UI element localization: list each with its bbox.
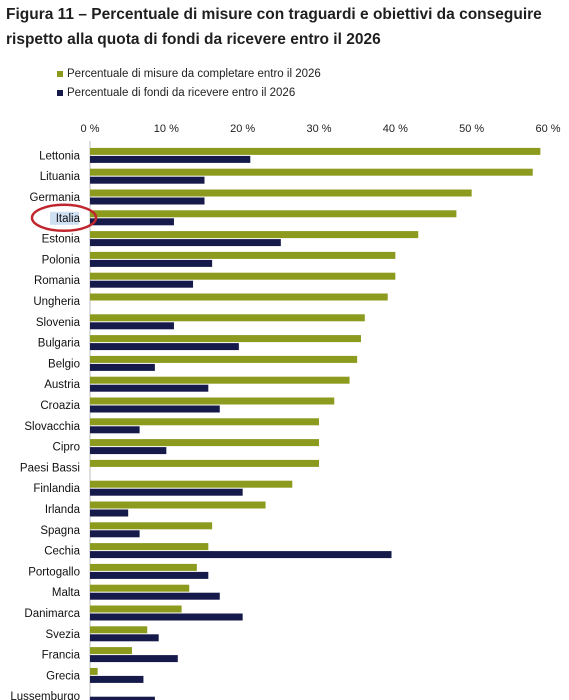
category-label: Irlanda <box>45 504 81 516</box>
bar-misure <box>90 563 197 571</box>
bar-misure <box>90 376 350 384</box>
legend-item-fondi: Percentuale di fondi da ricevere entro i… <box>57 86 295 100</box>
x-tick-label: 0 % <box>81 123 100 135</box>
bar-misure <box>90 647 132 655</box>
x-tick-label: 30 % <box>306 123 331 135</box>
category-label: Lettonia <box>39 150 81 162</box>
bar-misure <box>90 293 388 301</box>
category-label: Slovacchia <box>24 421 80 433</box>
category-label: Austria <box>44 379 80 391</box>
bar-misure <box>90 210 457 218</box>
category-label: Ungheria <box>33 296 80 308</box>
selection-highlight <box>50 211 79 225</box>
category-label: Croazia <box>40 400 80 412</box>
category-label: Paesi Bassi <box>20 462 80 474</box>
bar-misure <box>90 168 533 176</box>
bar-fondi <box>90 343 239 351</box>
bar-fondi <box>90 239 281 247</box>
legend-swatch-misure <box>57 71 63 77</box>
bar-misure <box>90 605 182 613</box>
bar-misure <box>90 543 209 551</box>
highlight-ellipse <box>30 203 98 233</box>
bar-fondi <box>90 155 251 163</box>
x-tick-label: 50 % <box>459 123 484 135</box>
bar-fondi <box>90 322 174 330</box>
bar-misure <box>90 231 419 239</box>
bar-misure <box>90 272 396 280</box>
bar-fondi <box>90 655 178 663</box>
bar-fondi <box>90 551 392 559</box>
bar-fondi <box>90 675 144 683</box>
x-tick-label: 40 % <box>383 123 408 135</box>
bar-fondi <box>90 197 205 205</box>
bar-fondi <box>90 363 155 371</box>
bar-fondi <box>90 259 213 267</box>
bar-misure <box>90 314 365 322</box>
bar-fondi <box>90 592 220 600</box>
category-label: Estonia <box>42 234 81 246</box>
bar-misure <box>90 626 148 634</box>
bar-misure <box>90 147 541 155</box>
category-label: Belgio <box>48 358 80 370</box>
bar-fondi <box>90 488 243 496</box>
bar-fondi <box>90 384 209 392</box>
bar-misure <box>90 667 98 675</box>
legend-item-misure: Percentuale di misure da completare entr… <box>57 67 321 81</box>
bar-fondi <box>90 571 209 579</box>
category-label: Malta <box>52 587 81 599</box>
chart-title: Figura 11 – Percentuale di misure con tr… <box>6 6 542 48</box>
category-label: Danimarca <box>24 608 80 620</box>
category-label: Germania <box>30 192 81 204</box>
category-label: Spagna <box>40 525 80 537</box>
bar-misure <box>90 189 472 197</box>
category-label: Polonia <box>42 254 81 266</box>
category-label: Cechia <box>44 546 80 558</box>
category-label: Romania <box>34 275 81 287</box>
bar-fondi <box>90 530 140 538</box>
x-tick-label: 20 % <box>230 123 255 135</box>
bar-fondi <box>90 634 159 642</box>
category-label: Italia <box>56 213 81 225</box>
bar-misure <box>90 251 396 259</box>
category-label: Lituania <box>40 171 81 183</box>
x-tick-label: 60 % <box>535 123 560 135</box>
bar-fondi <box>90 218 174 226</box>
bar-fondi <box>90 280 194 288</box>
bar-misure <box>90 522 213 530</box>
category-label: Svezia <box>45 629 80 641</box>
bar-misure <box>90 418 319 426</box>
bar-fondi <box>90 509 129 517</box>
category-label: Slovenia <box>36 317 81 329</box>
legend-label-fondi: Percentuale di fondi da ricevere entro i… <box>67 87 296 99</box>
bar-misure <box>90 355 358 363</box>
bar-misure <box>90 480 293 488</box>
legend-swatch-fondi <box>57 90 63 96</box>
bar-fondi <box>90 696 155 700</box>
category-label: Bulgaria <box>38 338 81 350</box>
bar-fondi <box>90 405 220 413</box>
bar-misure <box>90 501 266 509</box>
category-label: Grecia <box>46 670 80 682</box>
category-label: Lussemburgo <box>10 691 80 700</box>
category-label: Cipro <box>53 442 80 454</box>
bar-fondi <box>90 176 205 184</box>
bar-fondi <box>90 613 243 621</box>
category-label: Francia <box>42 650 81 662</box>
category-label: Finlandia <box>33 483 80 495</box>
category-label: Portogallo <box>28 566 80 578</box>
x-tick-label: 10 % <box>154 123 179 135</box>
bar-fondi <box>90 447 167 455</box>
bar-misure <box>90 397 335 405</box>
legend-label-misure: Percentuale di misure da completare entr… <box>67 68 321 80</box>
bar-misure <box>90 584 190 592</box>
bar-misure <box>90 335 361 343</box>
bar-fondi <box>90 426 140 434</box>
bar-misure <box>90 459 319 467</box>
bar-misure <box>90 439 319 447</box>
